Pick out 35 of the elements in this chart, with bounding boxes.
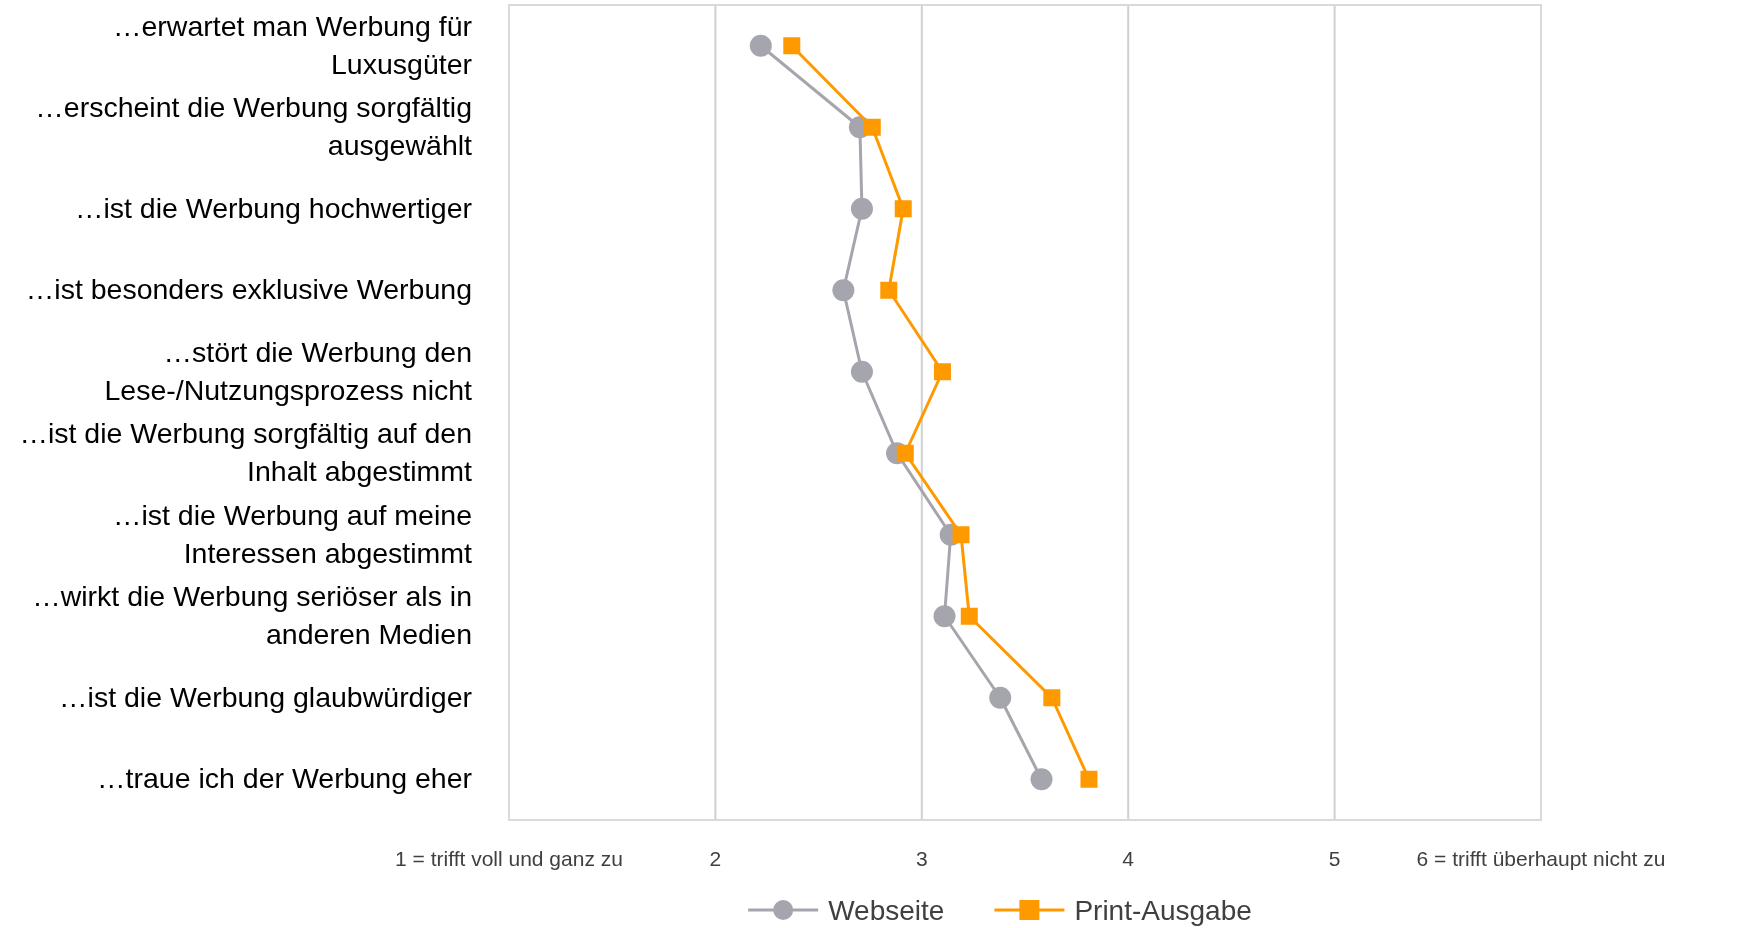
point: [749, 34, 772, 57]
legend-label: Webseite: [828, 895, 945, 926]
point: [832, 279, 855, 302]
point: [894, 200, 912, 218]
y-tick-label: …ist die Werbung auf meine Interessen abgestimmt: [112, 498, 473, 569]
y-tick-label: …traue ich der Werbung eher: [97, 762, 473, 795]
y-tick-label: …ist die Werbung glaubwürdiger: [59, 680, 473, 713]
point: [850, 360, 873, 383]
point: [1030, 768, 1053, 791]
y-tick-label: …erwartet man Werbung für Luxusgüter: [112, 9, 473, 80]
point: [850, 197, 873, 220]
point: [989, 686, 1012, 709]
y-tick-label: …ist die Werbung sorgfältig auf den Inhalt abgestimmt: [19, 417, 473, 488]
y-tick-label: …wirkt die Werbung seriöser als in anderen Medien: [32, 580, 472, 651]
y-tick-label: …stört die Werbung den Lese-/Nutzungsprozess nicht: [104, 335, 473, 406]
x-tick-label: 5: [1328, 847, 1341, 870]
x-tick-label: 2: [709, 847, 722, 870]
y-tick-label: …ist die Werbung hochwertiger: [74, 191, 473, 224]
x-tick-label: 1 = trifft voll und ganz zu: [395, 847, 623, 870]
y-tick-label: …erscheint die Werbung sorgfältig ausgewählt: [35, 91, 473, 162]
y-tick-label: …ist besonders exklusive Werbung: [25, 273, 472, 306]
x-tick-label: 3: [915, 847, 928, 870]
legend-label: Print-Ausgabe: [1074, 895, 1252, 926]
point: [783, 37, 801, 55]
x-tick-label: 6 = trifft überhaupt nicht zu: [1416, 847, 1666, 870]
point: [933, 363, 951, 381]
point: [960, 607, 978, 625]
point: [952, 526, 970, 544]
point: [863, 118, 881, 136]
point: [896, 444, 914, 462]
point: [1080, 770, 1098, 788]
x-tick-label: 4: [1122, 847, 1135, 870]
point: [933, 605, 956, 628]
point: [880, 281, 898, 299]
point: [1043, 689, 1061, 707]
